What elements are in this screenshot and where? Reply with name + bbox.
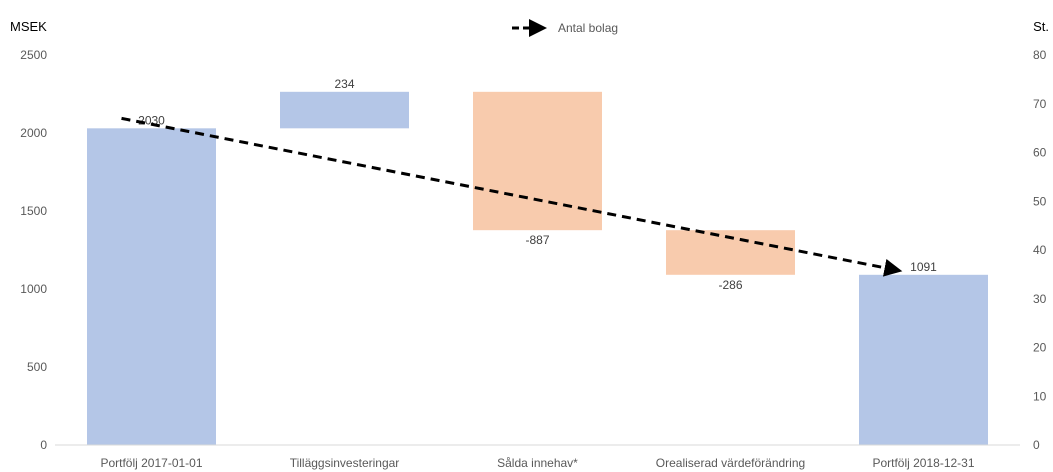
legend-label: Antal bolag (558, 21, 618, 35)
bar-data-label: 2030 (138, 113, 165, 127)
right-tick-label: 70 (1033, 97, 1047, 111)
bar-increase (280, 91, 409, 129)
bar-data-label: 1091 (910, 260, 937, 274)
category-label: Portfölj 2018-12-31 (872, 456, 974, 470)
left-tick-label: 0 (40, 438, 47, 452)
left-tick-label: 2500 (20, 48, 47, 62)
category-label: Portfölj 2017-01-01 (100, 456, 202, 470)
left-tick-label: 1000 (20, 282, 47, 296)
right-axis: 0 10 20 30 40 50 60 70 80 (1033, 48, 1047, 452)
legend: Antal bolag (512, 19, 618, 37)
right-tick-label: 50 (1033, 194, 1047, 208)
category-label: Tilläggsinvesteringar (290, 456, 400, 470)
left-axis-title: MSEK (10, 19, 47, 34)
left-tick-label: 500 (27, 360, 47, 374)
bar-data-label: -286 (718, 278, 742, 292)
right-tick-label: 20 (1033, 341, 1047, 355)
right-tick-label: 60 (1033, 146, 1047, 160)
bar-total (859, 274, 988, 445)
line-series (121, 116, 903, 277)
right-tick-label: 80 (1033, 48, 1047, 62)
bar-data-label: -887 (525, 233, 549, 247)
left-tick-label: 1500 (20, 204, 47, 218)
right-tick-label: 30 (1033, 292, 1047, 306)
left-tick-label: 2000 (20, 126, 47, 140)
line-antal-bolag (121, 116, 903, 277)
category-label: Sålda innehav* (497, 456, 578, 470)
left-axis: 0 500 1000 1500 2000 2500 (20, 48, 47, 452)
right-axis-title: St. (1033, 19, 1049, 34)
bar-total (87, 128, 216, 445)
right-tick-label: 0 (1033, 438, 1040, 452)
bar-data-label: 234 (334, 77, 354, 91)
bars: 2030 234 -887 -286 1091 (87, 77, 988, 445)
category-label: Orealiserad värdeförändring (656, 456, 805, 470)
x-axis-categories: Portfölj 2017-01-01 Tilläggsinvesteringar… (100, 456, 974, 470)
right-tick-label: 10 (1033, 389, 1047, 403)
right-tick-label: 40 (1033, 243, 1047, 257)
